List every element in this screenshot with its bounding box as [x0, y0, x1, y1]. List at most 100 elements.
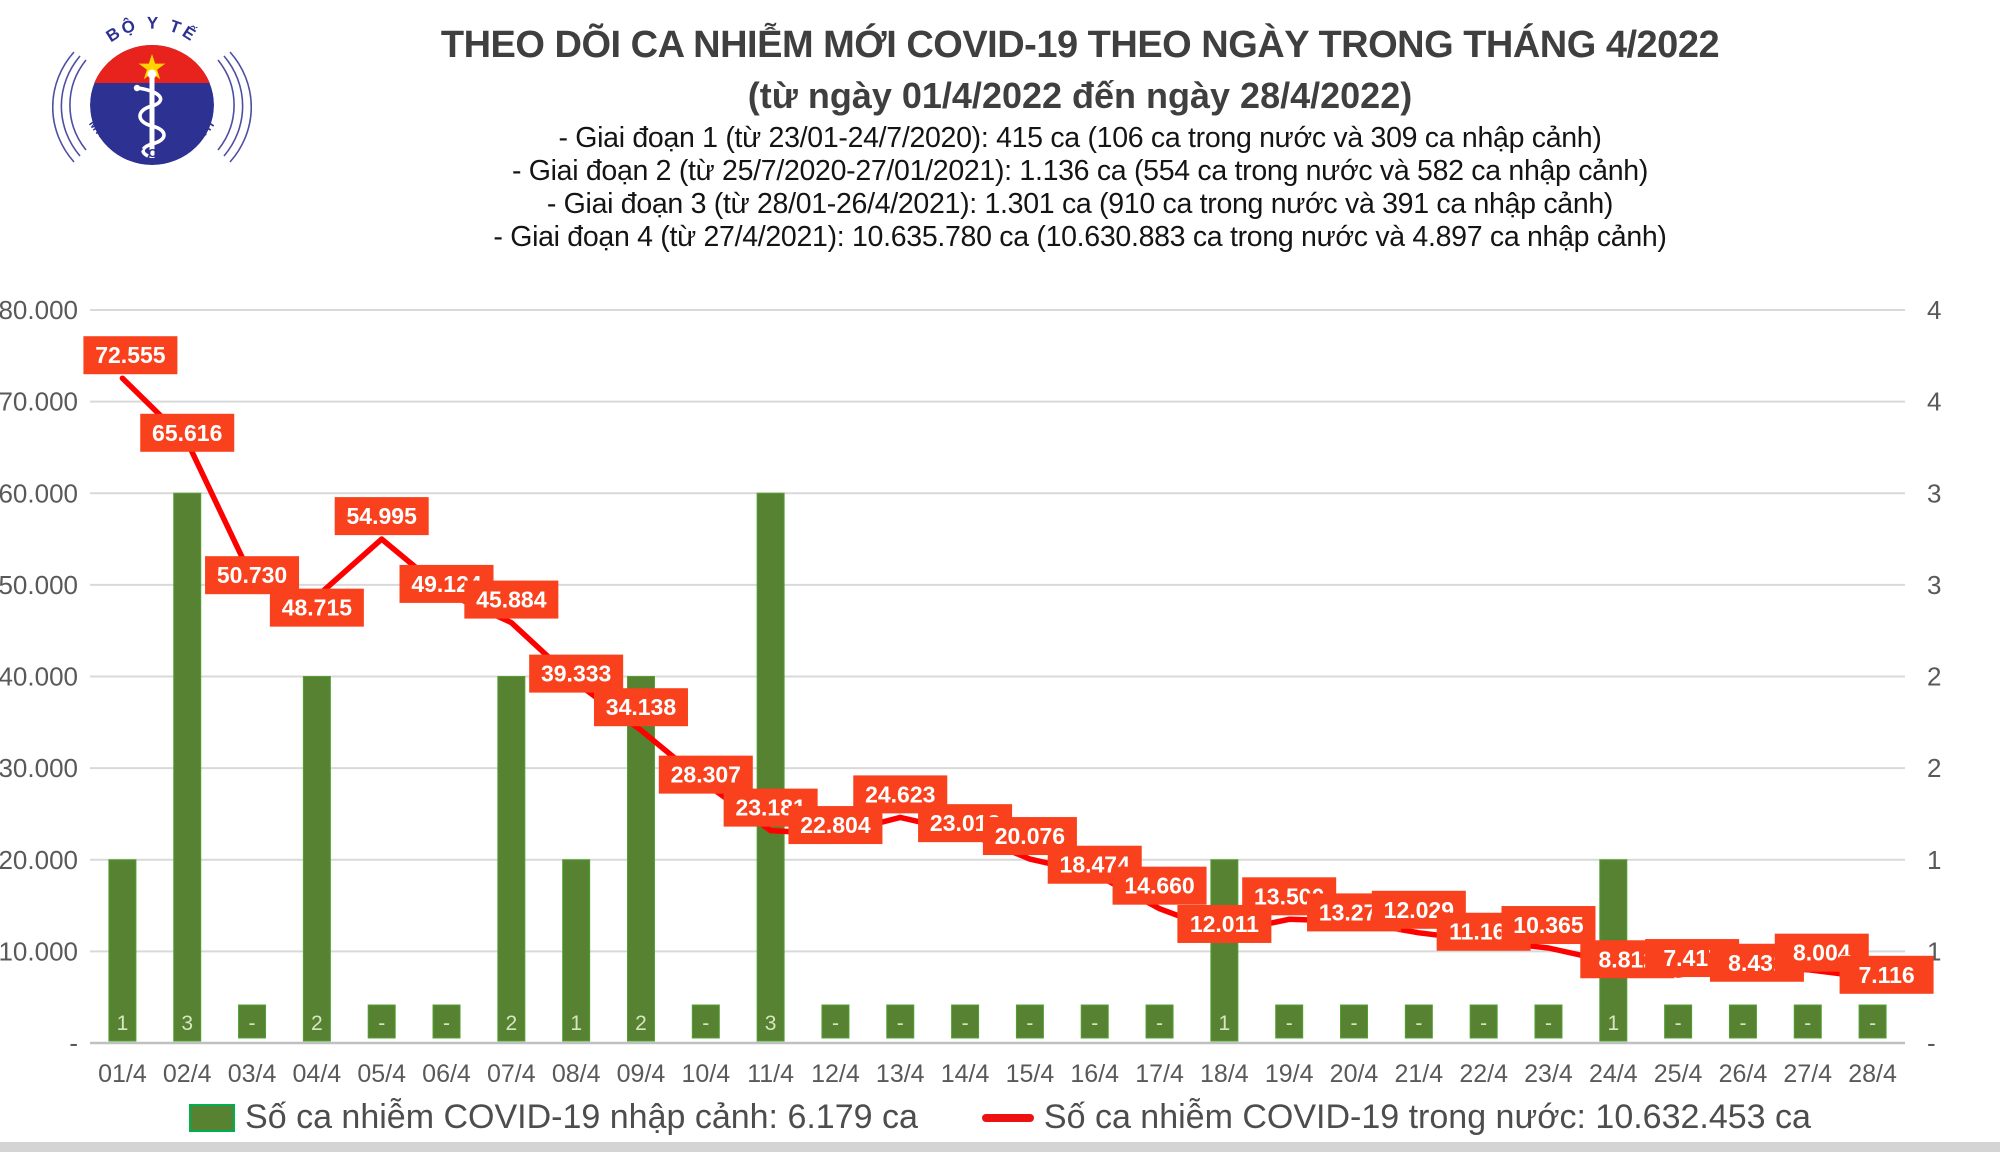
phase-1-line: - Giai đoạn 1 (từ 23/01-24/7/2020): 415 …	[558, 122, 1602, 154]
x-axis-date-label: 17/4	[1135, 1060, 1184, 1088]
import-case-bar	[1275, 1004, 1304, 1039]
left-axis-tick: 50.000	[0, 570, 78, 600]
bar-value-label: -	[1091, 1012, 1098, 1035]
point-label-text: 20.076	[995, 823, 1065, 849]
x-axis-date-label: 26/4	[1719, 1060, 1768, 1088]
x-axis-date-label: 12/4	[811, 1060, 860, 1088]
bar-value-label: -	[1415, 1012, 1422, 1035]
import-case-bar	[951, 1004, 980, 1039]
point-label-text: 24.623	[865, 781, 935, 807]
x-axis-date-label: 20/4	[1330, 1060, 1379, 1088]
x-axis-date-label: 15/4	[1006, 1060, 1055, 1088]
import-case-bar	[1015, 1004, 1044, 1039]
right-axis-tick: 2	[1927, 753, 1941, 783]
x-axis-date-label: 27/4	[1783, 1060, 1832, 1088]
chart-title: THEO DÕI CA NHIỄM MỚI COVID-19 THEO NGÀY…	[440, 24, 1720, 66]
right-axis-tick: 1	[1927, 845, 1941, 875]
bar-value-label: -	[1351, 1012, 1358, 1035]
phase-4-line: - Giai đoạn 4 (từ 27/4/2021): 10.635.780…	[493, 221, 1667, 253]
import-case-bar	[497, 676, 526, 1042]
legend-line-label: Số ca nhiễm COVID-19 trong nước: 10.632.…	[1043, 1098, 1811, 1136]
import-case-bar	[1080, 1004, 1109, 1039]
legend-line-swatch-icon	[981, 1113, 1034, 1122]
import-case-bar	[108, 859, 137, 1042]
x-axis-date-label: 23/4	[1524, 1060, 1573, 1088]
point-label-box	[593, 688, 688, 727]
bar-value-label: 2	[635, 1012, 647, 1035]
point-label-text: 7.116	[1858, 962, 1914, 988]
point-label-text: 34.138	[606, 694, 677, 720]
legend-domestic-cases: Số ca nhiễm COVID-19 trong nước: 10.632.…	[981, 1098, 1811, 1137]
import-case-bar	[432, 1004, 461, 1039]
left-axis-tick: 60.000	[0, 478, 78, 508]
legend-bar-swatch-icon	[189, 1103, 236, 1132]
x-axis-date-label: 09/4	[617, 1060, 666, 1088]
point-label-text: 14.660	[1124, 873, 1194, 899]
point-label-text: 10.365	[1513, 912, 1584, 938]
bar-value-label: -	[1804, 1012, 1811, 1035]
x-axis-date-label: 11/4	[747, 1060, 794, 1088]
bar-value-label: 2	[505, 1012, 517, 1035]
x-axis-date-label: 06/4	[422, 1060, 471, 1088]
x-axis-date-label: 19/4	[1265, 1060, 1314, 1088]
point-label-box	[334, 497, 429, 536]
bottom-strip	[0, 1142, 2000, 1152]
import-case-bar	[562, 859, 591, 1042]
import-case-bar	[1210, 859, 1239, 1042]
ministry-of-health-logo: BỘ Y TẾ MINISTRY OF HEALTH	[52, 13, 252, 165]
point-label-text: 54.995	[347, 503, 418, 529]
bar-value-label: 1	[570, 1012, 582, 1035]
x-axis-date-label: 05/4	[357, 1060, 406, 1088]
x-axis-date-label: 21/4	[1395, 1060, 1444, 1088]
point-label-text: 39.333	[541, 661, 611, 687]
point-label-box	[205, 556, 300, 595]
x-axis-date-label: 02/4	[163, 1060, 212, 1088]
bar-value-label: 1	[1607, 1012, 1619, 1035]
left-axis-tick: 10.000	[0, 936, 78, 966]
legend-bar-label: Số ca nhiễm COVID-19 nhập cảnh: 6.179 ca	[245, 1098, 918, 1136]
point-label-text: 45.884	[476, 587, 547, 613]
point-label-box	[464, 580, 559, 619]
bar-value-label: -	[378, 1012, 385, 1035]
import-case-bar	[691, 1004, 720, 1039]
right-axis-tick: 4	[1927, 387, 1941, 417]
left-axis-tick: 20.000	[0, 845, 78, 875]
import-case-bar	[821, 1004, 850, 1039]
x-axis-date-label: 07/4	[487, 1060, 536, 1088]
point-label-text: 72.555	[95, 342, 166, 368]
right-axis-tick: 4	[1927, 295, 1941, 325]
bar-value-label: -	[1675, 1012, 1682, 1035]
x-axis-date-label: 01/4	[98, 1060, 147, 1088]
logo-side-arcs	[52, 51, 252, 163]
bar-value-label: -	[1739, 1012, 1746, 1035]
legend-import-cases: Số ca nhiễm COVID-19 nhập cảnh: 6.179 ca	[189, 1098, 918, 1137]
bar-value-label: -	[1480, 1012, 1487, 1035]
import-case-bar	[1404, 1004, 1433, 1039]
logo-caduceus-icon	[133, 69, 166, 158]
right-axis-tick: 3	[1927, 478, 1941, 508]
bar-value-label: -	[962, 1012, 969, 1035]
import-case-bar	[756, 492, 785, 1042]
left-axis-tick: 70.000	[0, 387, 78, 417]
bar-value-label: 3	[765, 1012, 777, 1035]
x-axis-date-label: 25/4	[1654, 1060, 1703, 1088]
bar-value-label: -	[897, 1012, 904, 1035]
point-label-text: 28.307	[671, 762, 741, 788]
point-label-text: 50.730	[217, 562, 287, 588]
import-case-bar	[238, 1004, 267, 1039]
x-axis-date-label: 14/4	[941, 1060, 990, 1088]
bar-value-label: 2	[311, 1012, 323, 1035]
x-axis-date-label: 24/4	[1589, 1060, 1638, 1088]
import-case-bar	[1793, 1004, 1822, 1039]
import-case-bar	[1469, 1004, 1498, 1039]
point-label-box	[1112, 866, 1207, 905]
bar-value-label: -	[1156, 1012, 1163, 1035]
import-case-bar	[1858, 1004, 1887, 1039]
x-axis-date-label: 04/4	[293, 1060, 342, 1088]
phase-summary: - Giai đoạn 1 (từ 23/01-24/7/2020): 415 …	[240, 122, 1920, 254]
import-case-bar	[173, 492, 202, 1042]
chart-legend: Số ca nhiễm COVID-19 nhập cảnh: 6.179 ca…	[0, 1098, 2000, 1137]
import-case-bar	[302, 676, 331, 1042]
chart-subtitle: (từ ngày 01/4/2022 đến ngày 28/4/2022)	[747, 75, 1413, 116]
